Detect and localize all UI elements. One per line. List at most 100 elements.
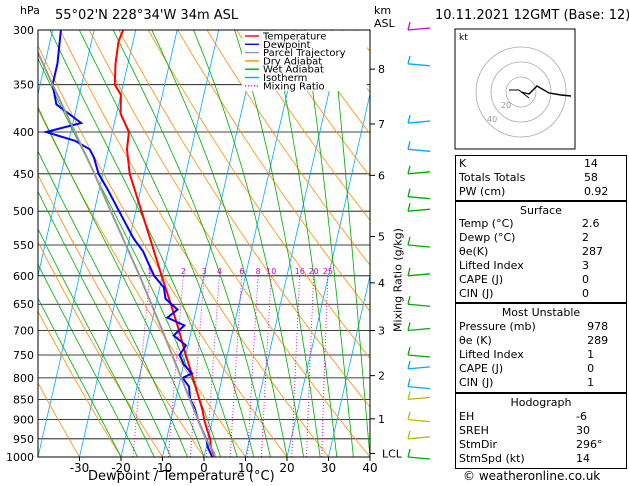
legend-label: Mixing Ratio (263, 81, 325, 92)
indices-panel: K 14 Totals Totals 58 PW (cm) 0.92 (455, 155, 627, 201)
wet-adiabat-line (112, 30, 271, 457)
mixing-ratio-line (261, 275, 272, 457)
index-value: 58 (583, 171, 598, 184)
mu-row: Lifted Index 1 (456, 348, 626, 362)
wet-adiabat-line (38, 228, 155, 457)
hodo-value: 30 (575, 424, 590, 437)
mixing-ratio-label: 20 (309, 267, 319, 276)
isotherm-line (286, 92, 370, 457)
mixing-ratio-label: 16 (295, 267, 305, 276)
wind-barb (407, 418, 431, 423)
pressure-tick-label: 750 (13, 349, 34, 362)
index-row: Totals Totals 58 (456, 171, 626, 185)
index-value: 0.92 (583, 185, 609, 198)
surface-title: Surface (520, 204, 562, 217)
hodograph-frame (454, 28, 576, 150)
surface-label: Temp (°C) (459, 217, 514, 230)
wind-barb-flag (407, 322, 411, 331)
legend-label: Parcel Trajectory (263, 48, 346, 59)
mixing-ratio-line (189, 275, 205, 457)
temp-tick-label: 30 (321, 461, 336, 475)
mixing-ratio-axis-label: Mixing Ratio (g/kg) (391, 228, 405, 332)
temp-tick-label: -30 (70, 461, 90, 475)
mu-value: 289 (587, 334, 609, 347)
mu-label: CAPE (J) (459, 362, 504, 375)
index-row: PW (cm) 0.92 (456, 185, 626, 199)
wind-barb-flag (407, 296, 411, 305)
hodo-label: EH (459, 410, 475, 423)
wind-barb (407, 303, 431, 307)
wind-barb-flag (407, 346, 411, 356)
isotherm-line (245, 30, 344, 457)
temp-tick-label: 10 (238, 461, 253, 475)
pressure-tick-label: 300 (13, 24, 34, 37)
legend-label: Dewpoint (263, 40, 311, 51)
wind-barb-flag (407, 267, 411, 276)
index-row: K 14 (456, 157, 626, 171)
hodo-label: StmDir (459, 438, 498, 451)
wet-adiabat-line (303, 30, 354, 457)
mixing-ratio-label: 6 (239, 267, 244, 276)
wind-barb-flag (407, 430, 411, 439)
km-tick-label: 1 (378, 413, 385, 426)
wet-adiabat-line (38, 106, 205, 457)
surface-row: CIN (J) 0 (456, 287, 626, 301)
wet-adiabat-line (38, 57, 221, 457)
mu-value: 1 (587, 348, 595, 361)
temp-tick-label: -20 (111, 461, 131, 475)
surface-value: 0 (582, 287, 590, 300)
hodograph-ring-label: 40 (487, 115, 497, 124)
hodo-row: StmSpd (kt) 14 (456, 452, 626, 466)
pressure-tick-label: 550 (13, 239, 34, 252)
hodograph-kt-label: kt (459, 33, 468, 43)
wind-barb (407, 366, 431, 370)
surface-label: θe(K) (459, 245, 489, 258)
hodo-value: -6 (575, 410, 587, 423)
mu-label: CIN (J) (459, 376, 494, 389)
wet-adiabat-line (38, 190, 172, 457)
surface-row: Temp (°C) 2.6 (456, 217, 626, 231)
hodograph-ring (490, 61, 552, 123)
wind-barb-flag (407, 55, 411, 64)
hodograph-title: Hodograph (510, 396, 572, 409)
dry-adiabat-line (118, 30, 370, 408)
dry-adiabat-line (147, 30, 370, 360)
mixing-ratio-line (306, 275, 315, 457)
pressure-tick-label: 1000 (6, 451, 34, 464)
wind-barb (407, 396, 431, 401)
wind-barb-flag (407, 360, 411, 370)
pressure-tick-label: 650 (13, 298, 34, 311)
run-time-header: 10.11.2021 12GMT (Base: 12) (435, 8, 629, 23)
temperature-line (113, 30, 216, 457)
km-tick-label: 4 (378, 277, 385, 290)
wind-barb-flag (407, 188, 411, 197)
wet-adiabat-line (78, 30, 255, 457)
surface-label: CIN (J) (459, 287, 494, 300)
index-value: 14 (583, 157, 598, 170)
mu-value: 0 (587, 362, 595, 375)
legend-label: Wet Adiabat (263, 65, 324, 76)
pressure-tick-label: 350 (13, 79, 34, 92)
surface-row: θe(K) 287 (456, 245, 626, 259)
wet-adiabat-line (234, 30, 321, 457)
wet-adiabat-line (331, 30, 370, 457)
dry-adiabat-line (206, 30, 370, 266)
dry-adiabat-line (38, 310, 122, 457)
wind-barb (407, 171, 431, 175)
mixing-ratio-label: 10 (266, 267, 276, 276)
mu-value: 978 (587, 320, 609, 333)
surface-row: CAPE (J) 0 (456, 273, 626, 287)
pressure-tick-label: 500 (13, 205, 34, 218)
km-tick-label: 2 (378, 370, 385, 383)
mixing-ratio-line (206, 275, 220, 457)
km-tick-label: 6 (378, 169, 385, 182)
mixing-ratio-label: 25 (323, 267, 333, 276)
x-axis-title: Dewpoint / Temperature (°C) (88, 469, 275, 484)
pressure-tick-label: 400 (13, 126, 34, 139)
wet-adiabat-line (38, 263, 138, 457)
mixing-ratio-label: 1 (147, 267, 152, 276)
lcl-label: LCL (382, 447, 403, 460)
mu-label: Pressure (mb) (459, 320, 536, 333)
hodo-label: SREH (459, 424, 489, 437)
surface-label: Dewp (°C) (459, 231, 516, 244)
